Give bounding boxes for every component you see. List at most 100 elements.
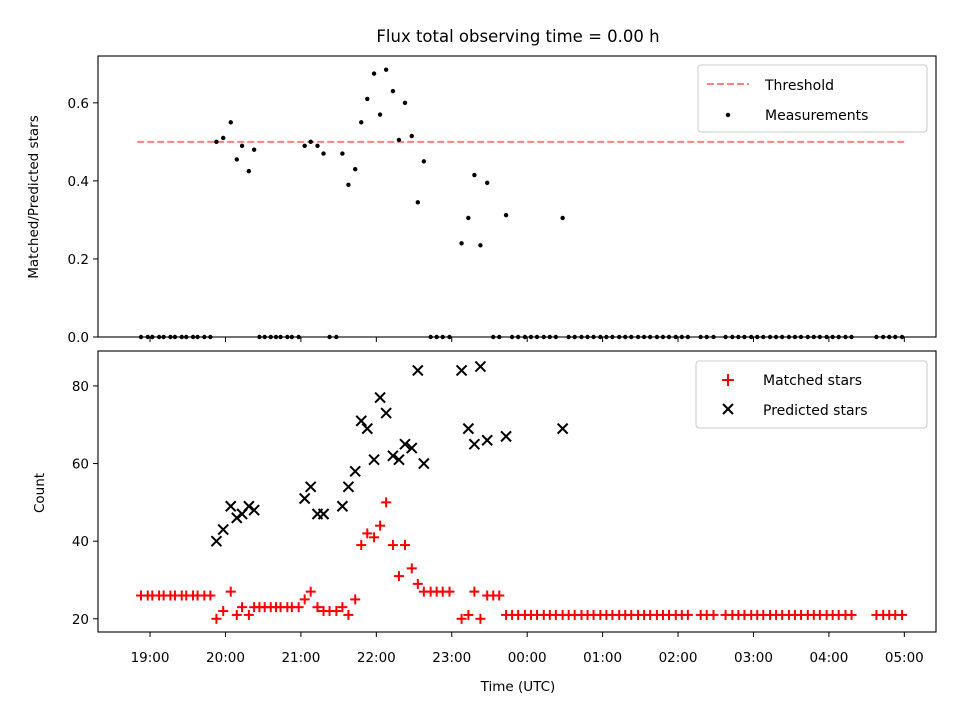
measurement-point	[251, 147, 257, 152]
predicted-star-point	[361, 422, 373, 435]
predicted-star-point	[387, 450, 399, 462]
ratio-panel: 0.0 0.2 0.4 0.6 Matched/Predicted stars Thr…	[26, 55, 937, 346]
predicted-star-point	[342, 481, 355, 493]
matched-star-point	[682, 609, 693, 620]
matched-star-point	[205, 590, 216, 601]
measurement-point	[472, 172, 477, 178]
ratio-x-ticks	[149, 337, 905, 342]
measurement-point	[239, 143, 245, 148]
measurement-point	[459, 241, 464, 246]
ratio-y-tick-label: 0.2	[68, 252, 89, 268]
count-x-tick-label: 01:00	[583, 650, 622, 666]
matched-star-point	[299, 594, 310, 605]
predicted-star-point	[374, 391, 386, 404]
ratio-y-tick-label: 0.6	[68, 96, 89, 112]
predicted-star-point	[412, 364, 424, 377]
matched-star-point	[375, 520, 386, 531]
measurement-point	[560, 215, 565, 221]
measurement-point	[383, 67, 389, 72]
predicted-star-point	[217, 523, 229, 536]
predicted-star-point	[349, 465, 361, 478]
count-x-tick-label: 02:00	[659, 650, 698, 666]
threshold-legend-label: Threshold	[764, 78, 834, 94]
count-legend: Matched stars Predicted stars	[695, 360, 928, 429]
predicted-star-point	[455, 364, 468, 377]
measurement-point	[340, 151, 345, 156]
figure-title: Flux total observing time = 0.00 h	[376, 27, 659, 46]
matched-star-point	[897, 609, 908, 620]
predicted-star-point	[225, 500, 237, 512]
measurement-point	[246, 168, 252, 174]
matched-star-point	[444, 586, 455, 597]
count-x-tick-label: 04:00	[809, 650, 848, 666]
measurement-point	[396, 137, 402, 143]
ratio-y-tick-label: 0.0	[68, 330, 89, 346]
measurement-point	[315, 143, 320, 148]
measurement-point	[390, 88, 396, 94]
count-y-tick-label: 20	[72, 612, 89, 628]
count-y-tick-label: 80	[72, 379, 89, 395]
measurement-point	[346, 182, 351, 187]
measurements-legend-label: Measurements	[765, 108, 868, 124]
predicted-star-point	[462, 422, 475, 435]
count-legend-box	[695, 360, 928, 429]
count-x-axis: 19:00 20:00 21:00 22:00 23:00 00:00 01:00 02:00…	[131, 632, 924, 666]
predicted-star-point	[500, 430, 512, 443]
measurement-point	[321, 151, 326, 156]
matched-star-point	[293, 602, 304, 613]
matched-star-point	[412, 578, 423, 589]
measurement-point	[409, 133, 414, 139]
matched-star-point	[456, 613, 467, 624]
matched-star-point	[356, 540, 367, 551]
matched-star-point	[475, 613, 486, 624]
measurement-point	[302, 143, 307, 148]
matched-star-point	[211, 613, 222, 624]
measurement-point	[221, 135, 226, 141]
matched-star-point	[331, 606, 342, 617]
matched-star-point	[406, 563, 417, 574]
count-y-tick-label: 40	[72, 534, 89, 550]
ratio-marks	[137, 67, 905, 340]
matched-legend-swatch	[722, 374, 734, 386]
predicted-star-point	[317, 508, 330, 520]
matched-star-point	[387, 540, 398, 551]
count-y-axis: 20 40 60 80	[72, 379, 98, 628]
matched-star-point	[393, 571, 404, 582]
measurement-point	[214, 139, 219, 145]
predicted-star-point	[418, 457, 430, 470]
measurement-point	[359, 120, 364, 125]
matched-star-point	[337, 602, 348, 613]
matched-star-point	[350, 594, 361, 605]
count-axes-frame	[97, 350, 937, 633]
count-x-tick-label: 20:00	[206, 650, 245, 666]
predicted-star-point	[481, 434, 493, 446]
predicted-star-point	[468, 438, 481, 450]
measurement-point	[402, 100, 408, 106]
predicted-star-point	[406, 442, 418, 454]
count-x-label: Time (UTC)	[480, 679, 556, 695]
matched-star-point	[237, 602, 248, 613]
count-x-tick-label: 03:00	[734, 650, 773, 666]
ratio-axes-frame	[97, 55, 937, 338]
predicted-star-point	[210, 535, 223, 547]
predicted-star-point	[298, 492, 311, 505]
matched-star-point	[218, 606, 229, 617]
matched-star-point	[708, 609, 719, 620]
predicted-star-point	[556, 422, 569, 435]
measurement-point	[485, 180, 490, 186]
matched-star-point	[225, 586, 236, 597]
measurement-point	[503, 213, 509, 218]
ratio-legend-box	[697, 64, 928, 133]
count-x-tick-label: 05:00	[885, 650, 924, 666]
measurement-point	[228, 120, 233, 125]
count-panel: 20 40 60 80 19:00 20:00 21:00 22:00 23:00 00:00 0…	[32, 350, 937, 695]
matched-star-point	[463, 609, 474, 620]
count-marks	[135, 360, 908, 624]
measurement-point	[478, 243, 483, 248]
measurement-point	[353, 166, 358, 172]
predicted-legend-swatch	[722, 403, 734, 415]
matched-star-point	[343, 609, 354, 620]
matched-star-point	[381, 497, 392, 508]
count-x-tick-label: 23:00	[432, 650, 471, 666]
